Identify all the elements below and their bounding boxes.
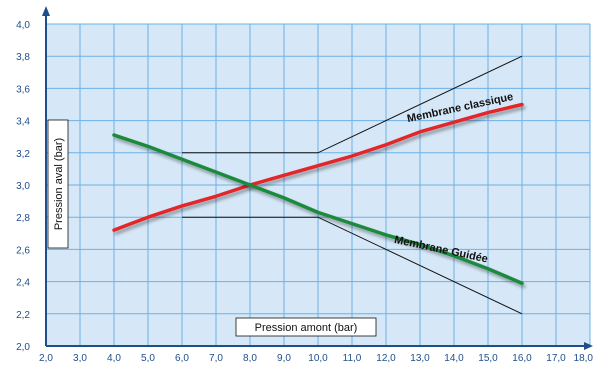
y-tick-label: 2,4: [16, 278, 30, 289]
x-ticks: 2,0 3,0 4,0 5,0 6,0 7,0 8,0 9,0 10,0 11,0 12,0 13,0…: [39, 353, 593, 364]
x-tick-label: 3,0: [73, 353, 87, 364]
reference-lines: [182, 55, 523, 315]
y-axis-label-bg: [47, 119, 69, 249]
x-tick-label: 7,0: [209, 353, 223, 364]
y-tick-label: 2,0: [16, 342, 30, 353]
x-tick-label: 6,0: [175, 353, 189, 364]
y-axis-label: Pression aval (bar): [53, 138, 65, 230]
y-tick-label: 3,0: [16, 181, 30, 192]
y-tick-label: 2,6: [16, 245, 30, 256]
x-tick-label: 2,0: [39, 353, 53, 364]
y-tick-label: 3,4: [16, 117, 30, 128]
x-tick-label: 17,0: [546, 353, 566, 364]
x-axis-arrow: [584, 342, 593, 350]
reference-line: [182, 55, 523, 154]
x-tick-label: 9,0: [277, 353, 291, 364]
x-axis-label-bg: [235, 317, 377, 337]
y-tick-label: 2,2: [16, 310, 30, 321]
series-line: [112, 133, 524, 285]
y-tick-label: 4,0: [16, 20, 30, 31]
x-tick-label: 12,0: [376, 353, 396, 364]
series-line: [112, 102, 524, 232]
x-tick-label: 16,0: [512, 353, 532, 364]
y-tick-label: 3,8: [16, 52, 30, 63]
y-axis-label-box: Pression aval (bar): [47, 119, 69, 249]
x-tick-label: 14,0: [444, 353, 464, 364]
x-tick-label: 18,0: [574, 353, 594, 364]
x-tick-label: 4,0: [107, 353, 121, 364]
x-tick-label: 10,0: [308, 353, 328, 364]
x-axis-label-box: Pression amont (bar): [235, 317, 377, 337]
y-tick-label: 2,8: [16, 213, 30, 224]
y-tick-label: 3,6: [16, 84, 30, 95]
x-tick-label: 5,0: [141, 353, 155, 364]
series-group: [112, 102, 524, 285]
x-tick-label: 8,0: [243, 353, 257, 364]
x-tick-label: 13,0: [410, 353, 430, 364]
x-tick-label: 15,0: [478, 353, 498, 364]
x-axis-label: Pression amont (bar): [255, 322, 358, 334]
reference-line: [182, 216, 523, 315]
y-axis-arrow: [42, 6, 50, 16]
axes: [42, 6, 593, 350]
y-ticks: 2,0 2,2 2,4 2,6 2,8 3,0 3,2 3,4 3,6 3,8 4,0: [16, 20, 30, 353]
y-tick-label: 3,2: [16, 149, 30, 160]
x-tick-label: 11,0: [343, 353, 362, 364]
